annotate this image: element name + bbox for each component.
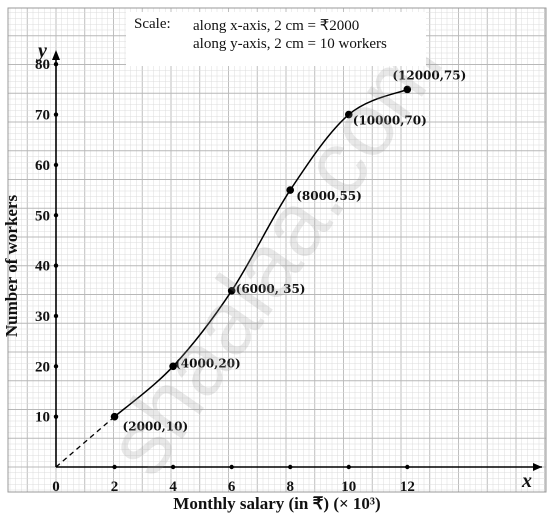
y-axis-arrow [52,50,60,60]
x-tick-label: 8 [286,479,294,495]
x-tick-label: 6 [228,479,236,495]
x-tick-mark [112,464,117,470]
series-line [55,88,408,468]
data-label: (4000,20) [175,356,241,370]
y-tick-label: 10 [35,410,50,426]
y-tick-label: 50 [35,208,50,224]
data-label: (10000,70) [353,114,427,128]
x-tick-label: 2 [111,479,119,495]
data-point [110,412,119,421]
x-axis-label: Monthly salary (in ₹) (× 10³) [173,494,381,513]
data-label: (12000,75) [392,68,466,82]
data-points [110,85,412,421]
graph-paper-border [7,7,547,493]
y-tick-mark [53,162,59,168]
data-label: (6000, 35) [236,282,306,296]
y-tick-mark [53,213,59,218]
y-axis-letter: y [38,40,47,62]
scale-x-text: along x-axis, 2 cm = ₹2000 [193,18,360,34]
y-tick-mark [53,62,59,67]
data-point [286,186,295,194]
grid-lines [7,7,547,493]
x-axis-letter: x [522,470,532,492]
x-tick-mark [170,464,176,470]
scale-box: Scale: along x-axis, 2 cm = ₹2000 along … [126,12,426,66]
y-tick-label: 30 [35,309,50,325]
data-label: (8000,55) [296,189,362,203]
y-axis-label: Number of workers [2,194,21,338]
y-tick-mark [53,112,59,117]
x-tick-label: 4 [169,479,177,495]
y-tick-mark [53,263,59,268]
x-tick-mark [229,464,234,470]
y-tick-label: 80 [35,57,50,73]
x-axis-arrow [533,463,542,471]
y-tick-label: 40 [35,259,50,275]
ogive-curve [114,88,408,418]
data-point [169,362,177,371]
tick-marks [53,62,410,470]
y-tick-mark [53,414,59,419]
y-tick-label: 20 [35,359,50,375]
y-tick-mark [53,364,59,369]
x-tick-label: 10 [341,479,356,495]
data-point [227,286,236,295]
x-tick-mark [346,464,351,470]
x-tick-mark [405,464,410,470]
scale-label: Scale: [134,16,171,32]
x-tick-mark [288,464,293,470]
dashed-extension-line [55,416,115,468]
data-label: (2000,10) [123,420,189,434]
tick-labels: 0 2 4 6 8 10 12 10 20 30 40 50 60 70 80 [35,57,415,495]
x-tick-label: 12 [400,479,415,495]
data-point [344,110,353,119]
y-tick-mark [53,313,59,319]
x-tick-label: 0 [52,479,60,495]
scale-y-text: along y-axis, 2 cm = 10 workers [193,36,387,52]
y-tick-label: 70 [35,108,50,124]
axes [52,50,542,471]
data-labels: (2000,10) (4000,20) (6000, 35) (8000,55) (10… [123,68,467,433]
data-point [403,85,412,94]
y-tick-label: 60 [35,158,50,174]
